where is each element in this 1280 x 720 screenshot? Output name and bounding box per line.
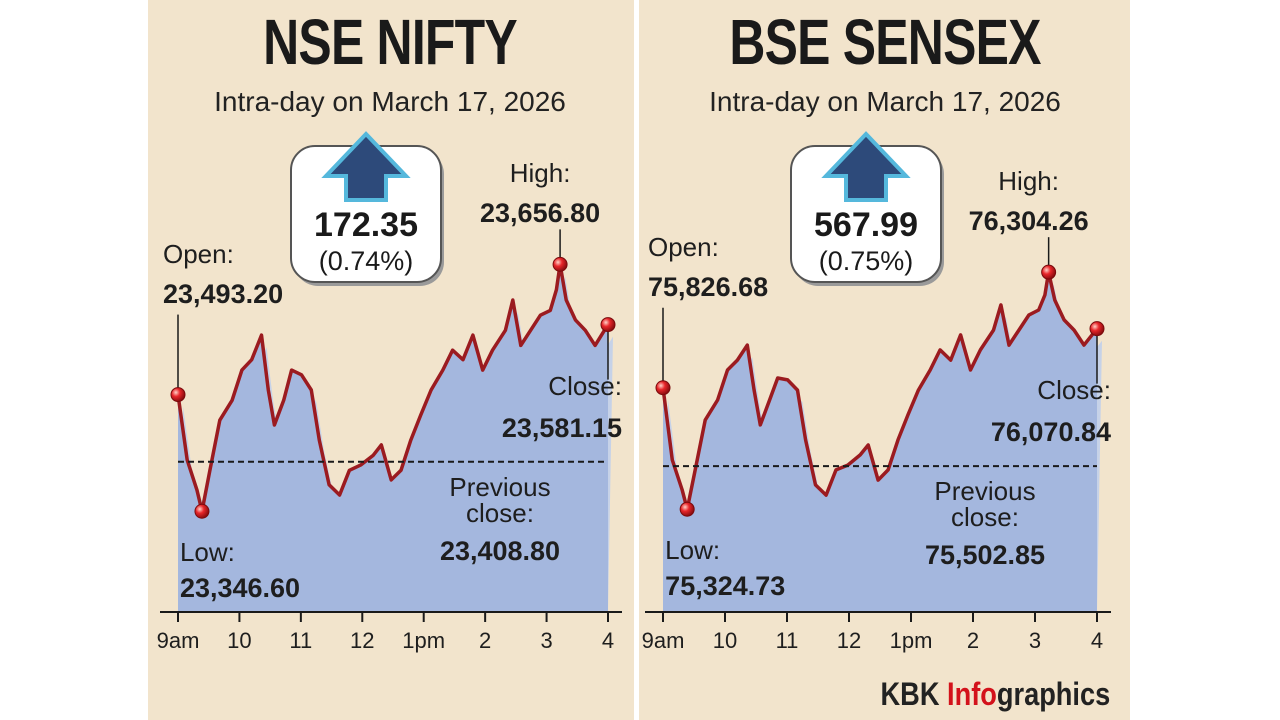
point-marker [552, 256, 568, 272]
point-marker [679, 501, 695, 517]
brand: KBK [880, 676, 940, 712]
x-tick-label: 2 [479, 628, 492, 653]
up-arrow [821, 131, 911, 202]
x-tick-label: 12 [836, 628, 862, 653]
x-tick-label: 9am [156, 628, 200, 653]
x-tick-label: 1pm [889, 628, 933, 653]
brand-rest: graphics [996, 676, 1110, 712]
point-label: Low: [179, 537, 235, 568]
title: NSE NIFTY [263, 6, 517, 78]
previous-close-value: 75,502.85 [924, 540, 1046, 571]
x-tick-label: 9am [641, 628, 685, 653]
subtitle: Intra-day on March 17, 2026 [214, 86, 566, 117]
brand-highlight: Info [946, 676, 997, 712]
area [663, 272, 1097, 612]
previous-close-label: Previous close: [449, 471, 551, 528]
x-tick-label: 2 [966, 628, 980, 653]
point-marker [1089, 321, 1105, 337]
divider [634, 0, 639, 720]
line [176, 262, 610, 513]
x-tick-label: 4 [601, 628, 615, 653]
footer: KBK Infographics [880, 676, 1110, 713]
point-label: Low: [665, 535, 721, 566]
point-marker [194, 503, 210, 519]
point-label: High: [509, 158, 571, 189]
point-marker [655, 380, 671, 396]
point-marker [1041, 264, 1057, 280]
x-tick-label: 3 [540, 628, 553, 653]
x-tick-label: 3 [1028, 628, 1042, 653]
previous-close-value: 23,408.80 [439, 535, 561, 566]
point-marker [170, 387, 186, 403]
x-tick-label: 10 [227, 628, 252, 653]
point-value: 23,346.60 [179, 573, 301, 604]
x-tick-label: 11 [289, 628, 313, 653]
point-label: Open: [648, 231, 719, 262]
area [178, 264, 608, 612]
point-value: 76,304.26 [968, 206, 1089, 237]
point-label: Close: [1037, 374, 1111, 405]
previous-close-label: Previous close: [934, 476, 1036, 533]
change-percent: (0.74%) [318, 246, 414, 276]
point-label: Open: [163, 238, 234, 269]
x-tick-label: 11 [775, 628, 799, 653]
change-value: 172.35 [314, 206, 418, 244]
point-value: 23,493.20 [163, 278, 284, 309]
title: BSE SENSEX [729, 6, 1041, 78]
point-marker [600, 317, 616, 333]
point-value: 23,656.80 [480, 198, 601, 229]
change-percent: (0.75%) [818, 246, 914, 276]
point-value: 75,826.68 [648, 271, 769, 302]
point-label: Close: [548, 370, 622, 401]
x-tick-label: 10 [712, 628, 738, 653]
point-value: 75,324.73 [665, 571, 786, 602]
x-tick-label: 12 [350, 628, 375, 653]
point-value: 23,581.15 [501, 412, 622, 443]
change-value: 567.99 [814, 206, 918, 244]
point-label: High: [998, 166, 1059, 197]
x-tick-label: 4 [1090, 628, 1104, 653]
point-value: 76,070.84 [990, 416, 1111, 447]
up-arrow [321, 131, 411, 202]
subtitle: Intra-day on March 17, 2026 [709, 86, 1061, 117]
x-tick-label: 1pm [402, 628, 446, 653]
line [661, 270, 1099, 511]
